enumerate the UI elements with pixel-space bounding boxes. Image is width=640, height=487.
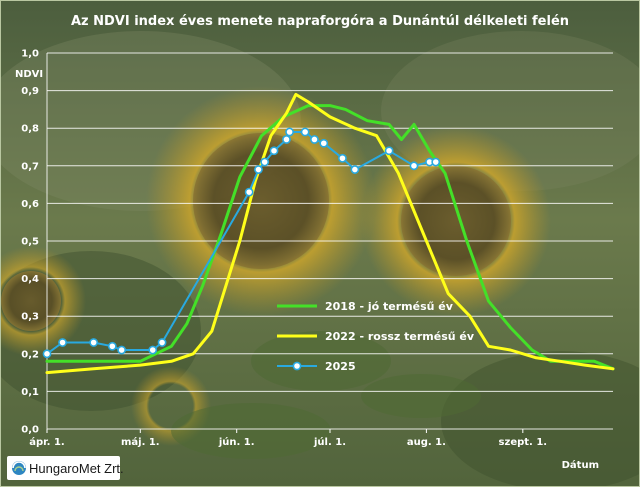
data-point — [384, 146, 394, 156]
y-axis-title: NDVI — [15, 69, 43, 80]
y-tick-label: 0,5 — [21, 237, 39, 248]
series-line — [45, 104, 615, 371]
y-tick-label: 0,6 — [21, 199, 39, 210]
data-point — [58, 338, 67, 347]
series-line — [45, 92, 615, 375]
data-point — [254, 165, 263, 174]
x-tick-label: aug. 1. — [407, 437, 446, 448]
data-point — [89, 338, 99, 347]
x-tick-label: jún. 1. — [218, 436, 255, 448]
data-point — [282, 135, 291, 144]
y-tick-label: 0,0 — [21, 425, 39, 436]
y-tick-label: 0,8 — [21, 124, 39, 135]
data-point — [117, 345, 127, 355]
chart-title: Az NDVI index éves menete napraforgóra a… — [71, 14, 569, 29]
data-point — [260, 157, 270, 167]
y-axis-ticks: 0,0 0,1 0,2 0,3 0,4 0,5 0,6 0,7 0,8 0,9 1,0 — [21, 49, 39, 436]
legend-item: 2025 — [277, 360, 356, 373]
series-2 — [45, 92, 615, 375]
legend-item: 2022 - rossz termésű év — [277, 330, 475, 343]
legend-label: 2022 - rossz termésű év — [325, 330, 475, 343]
logo-text: HungaroMet Zrt. — [29, 461, 124, 476]
data-point — [350, 165, 360, 174]
y-tick-label: 0,4 — [21, 274, 39, 285]
y-tick-label: 0,9 — [21, 86, 39, 97]
x-axis-title: Dátum — [562, 459, 599, 471]
data-point — [319, 138, 329, 148]
data-point — [431, 157, 441, 167]
x-tick-label: szept. 1. — [499, 437, 548, 448]
legend-label: 2018 - jó termésű év — [325, 300, 454, 313]
legend-marker — [292, 361, 302, 371]
series-1 — [45, 104, 615, 371]
data-point — [42, 349, 52, 359]
data-point — [269, 146, 279, 156]
y-tick-label: 1,0 — [21, 49, 39, 60]
data-point — [285, 127, 294, 137]
legend: 2018 - jó termésű év 2022 - rossz termésű… — [277, 300, 475, 373]
y-tick-label: 0,3 — [21, 312, 39, 323]
y-tick-label: 0,1 — [21, 387, 39, 398]
x-tick-label: ápr. 1. — [29, 436, 64, 448]
y-tick-label: 0,7 — [21, 161, 39, 172]
data-point — [157, 338, 167, 347]
series-line — [46, 131, 437, 355]
legend-item: 2018 - jó termésű év — [277, 300, 454, 313]
data-point — [338, 153, 347, 163]
series-3 — [42, 127, 441, 359]
legend-label: 2025 — [325, 360, 356, 373]
data-point — [409, 161, 419, 171]
data-point — [244, 187, 254, 197]
logo-mark-icon — [12, 461, 26, 475]
data-point — [300, 127, 310, 137]
x-tick-label: máj. 1. — [121, 436, 160, 448]
y-tick-label: 0,2 — [21, 349, 39, 360]
series-lines — [42, 92, 615, 375]
data-point — [148, 345, 158, 355]
data-point — [310, 135, 319, 144]
hungaromet-logo: HungaroMet Zrt. — [7, 456, 124, 480]
data-point — [107, 341, 117, 351]
sunflower-large — [146, 86, 376, 316]
x-tick-label: júl. 1. — [313, 436, 346, 448]
gridlines — [46, 52, 613, 430]
x-axis-ticks: ápr. 1. máj. 1. jún. 1. júl. 1. aug. 1. szept… — [29, 429, 547, 448]
